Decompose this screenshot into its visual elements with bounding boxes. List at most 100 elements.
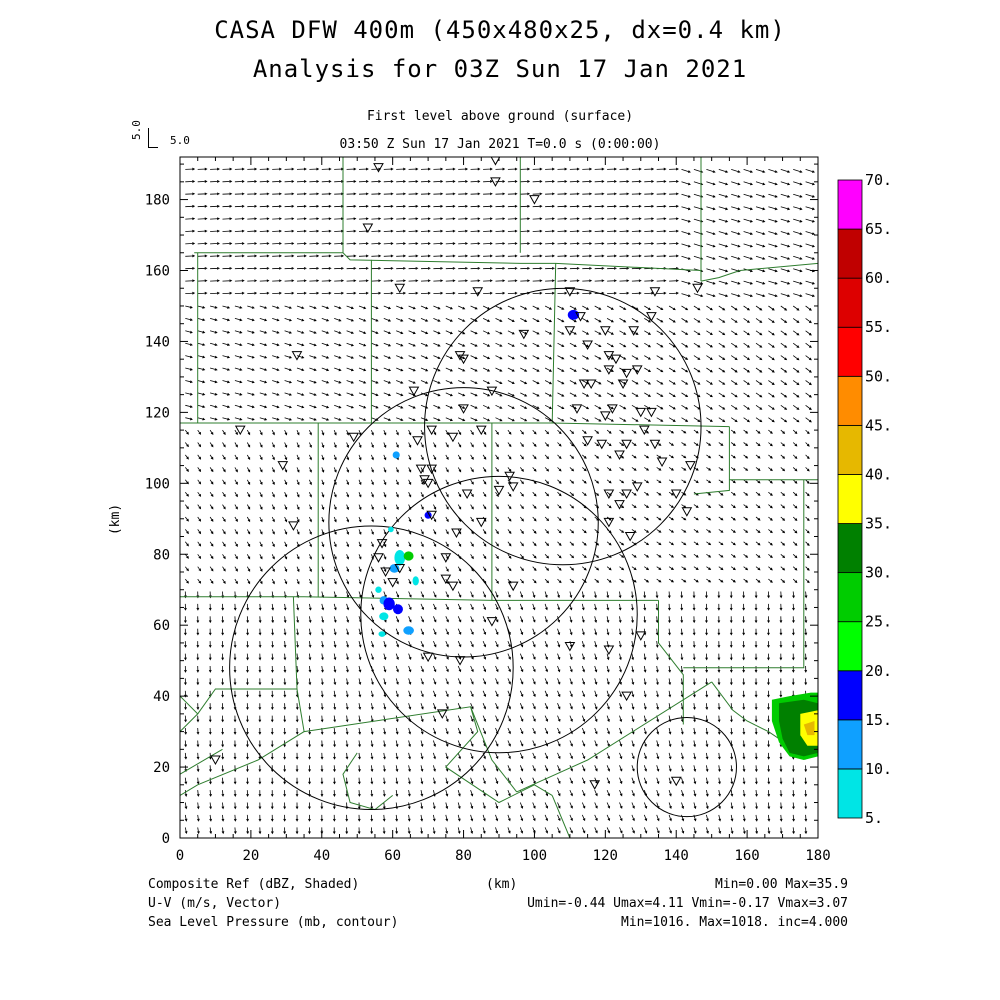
county-boundary-line xyxy=(180,596,659,601)
station-marker-icon xyxy=(422,652,434,663)
colorbar-label: 45. xyxy=(865,416,892,434)
y-tick-label: 20 xyxy=(153,760,170,776)
station-marker-icon xyxy=(518,329,530,340)
county-boundary-line xyxy=(180,688,305,796)
station-marker-icon xyxy=(603,645,615,656)
station-marker-icon xyxy=(624,532,636,542)
reflectivity-cell xyxy=(412,576,419,586)
x-tick-label: 100 xyxy=(522,848,547,864)
station-marker-icon xyxy=(288,521,299,531)
colorbar-label: 55. xyxy=(865,318,892,336)
station-marker-icon xyxy=(426,510,438,521)
station-marker-icon xyxy=(373,553,384,563)
reflectivity-cell xyxy=(389,564,400,573)
colorbar-swatch xyxy=(837,179,863,230)
station-marker-icon xyxy=(621,368,632,379)
colorbar-label: 70. xyxy=(865,171,892,189)
radar-range-ring xyxy=(229,525,514,811)
y-tick-label: 0 xyxy=(162,831,170,847)
reflectivity-cell xyxy=(393,604,403,615)
county-boundary-line xyxy=(551,263,557,424)
county-boundary-line xyxy=(470,706,518,793)
colorbar-swatch xyxy=(837,621,863,672)
county-boundary-line xyxy=(342,752,394,811)
footer-left-1: Composite Ref (dBZ, Shaded) xyxy=(148,877,360,892)
vector-reference: 5.0 5.0 xyxy=(128,120,198,154)
county-boundary-line xyxy=(180,748,223,775)
footer-right-2: Umin=-0.44 Umax=4.11 Vmin=-0.17 Vmax=3.0… xyxy=(527,896,848,911)
footer-right-1: Min=0.00 Max=35.9 xyxy=(714,877,848,892)
colorbar-swatch xyxy=(837,670,863,721)
x-tick-label: 80 xyxy=(455,848,472,864)
station-marker-icon xyxy=(599,326,611,336)
station-marker-icon xyxy=(603,517,615,528)
station-marker-icon xyxy=(387,578,399,588)
county-boundary-line xyxy=(304,706,553,804)
station-marker-icon xyxy=(472,287,484,297)
colorbar-swatch xyxy=(837,768,863,819)
y-tick-label: 120 xyxy=(145,405,170,421)
colorbar-swatch xyxy=(837,277,863,328)
station-marker-icon xyxy=(635,631,647,641)
county-boundary-line xyxy=(180,695,199,732)
station-marker-icon xyxy=(681,507,693,517)
station-marker-icon xyxy=(475,517,487,528)
x-tick-label: 160 xyxy=(734,848,759,864)
vector-ref-right-label: 5.0 xyxy=(170,134,190,147)
station-marker-icon xyxy=(638,425,650,436)
station-marker-icon xyxy=(603,351,615,361)
station-marker-icon xyxy=(422,478,434,489)
station-marker-icon xyxy=(621,439,632,450)
colorbar-label: 20. xyxy=(865,662,892,680)
county-boundary-line xyxy=(516,681,712,793)
reflectivity-cell xyxy=(392,451,400,459)
station-marker-icon xyxy=(578,379,590,390)
station-marker-icon xyxy=(210,755,221,765)
colorbar-swatch xyxy=(837,375,863,426)
county-boundaries xyxy=(180,157,818,838)
station-marker-icon xyxy=(670,489,682,499)
county-boundary-line xyxy=(551,795,571,838)
colorbar-label: 60. xyxy=(865,269,892,287)
x-tick-label: 20 xyxy=(242,848,259,864)
y-tick-label: 140 xyxy=(145,334,170,350)
station-marker-icon xyxy=(415,464,427,475)
reflectivity-cell xyxy=(394,549,406,566)
vector-ref-glyph xyxy=(148,128,149,148)
station-marker-icon xyxy=(670,776,682,787)
colorbar-swatch xyxy=(837,474,863,524)
x-tick-label: 120 xyxy=(593,848,618,864)
station-marker-icon xyxy=(475,425,487,436)
station-marker-icon xyxy=(504,471,515,482)
reflectivity-cell xyxy=(403,626,414,635)
station-marker-icon xyxy=(447,581,459,592)
reflectivity-cells xyxy=(375,309,818,760)
reflectivity-cell xyxy=(383,597,395,611)
station-marker-icon xyxy=(564,326,576,336)
colorbar-label: 50. xyxy=(865,367,892,385)
station-marker-icon xyxy=(394,283,406,294)
colorbar: 5. 10. 15. 20. 25. 30. 35. 40. 45. 50. 55. 60. 65. 70… xyxy=(837,171,892,827)
station-marker-icon xyxy=(440,574,452,585)
station-marker-icon xyxy=(575,312,586,322)
station-marker-icon xyxy=(451,528,462,538)
station-marker-icon xyxy=(596,439,608,450)
station-marker-icon xyxy=(454,656,466,666)
y-tick-label: 100 xyxy=(145,476,170,492)
station-marker-icon xyxy=(426,464,438,475)
colorbar-label: 5. xyxy=(865,809,883,827)
colorbar-label: 30. xyxy=(865,564,892,582)
station-marker-icon xyxy=(621,489,632,499)
wind-vectors xyxy=(183,167,815,835)
station-marker-icon xyxy=(631,365,643,375)
colorbar-label: 65. xyxy=(865,220,892,238)
station-marker-icon xyxy=(635,407,647,418)
station-marker-icon xyxy=(408,386,420,397)
footer-left-2: U-V (m/s, Vector) xyxy=(148,896,282,911)
time-subtitle: 03:50 Z Sun 17 Jan 2021 T=0.0 s (0:00:00… xyxy=(339,137,661,152)
station-marker-icon xyxy=(529,195,540,205)
reflectivity-cell xyxy=(388,526,394,533)
station-marker-icon xyxy=(348,432,360,443)
y-tick-label: 160 xyxy=(145,264,170,280)
